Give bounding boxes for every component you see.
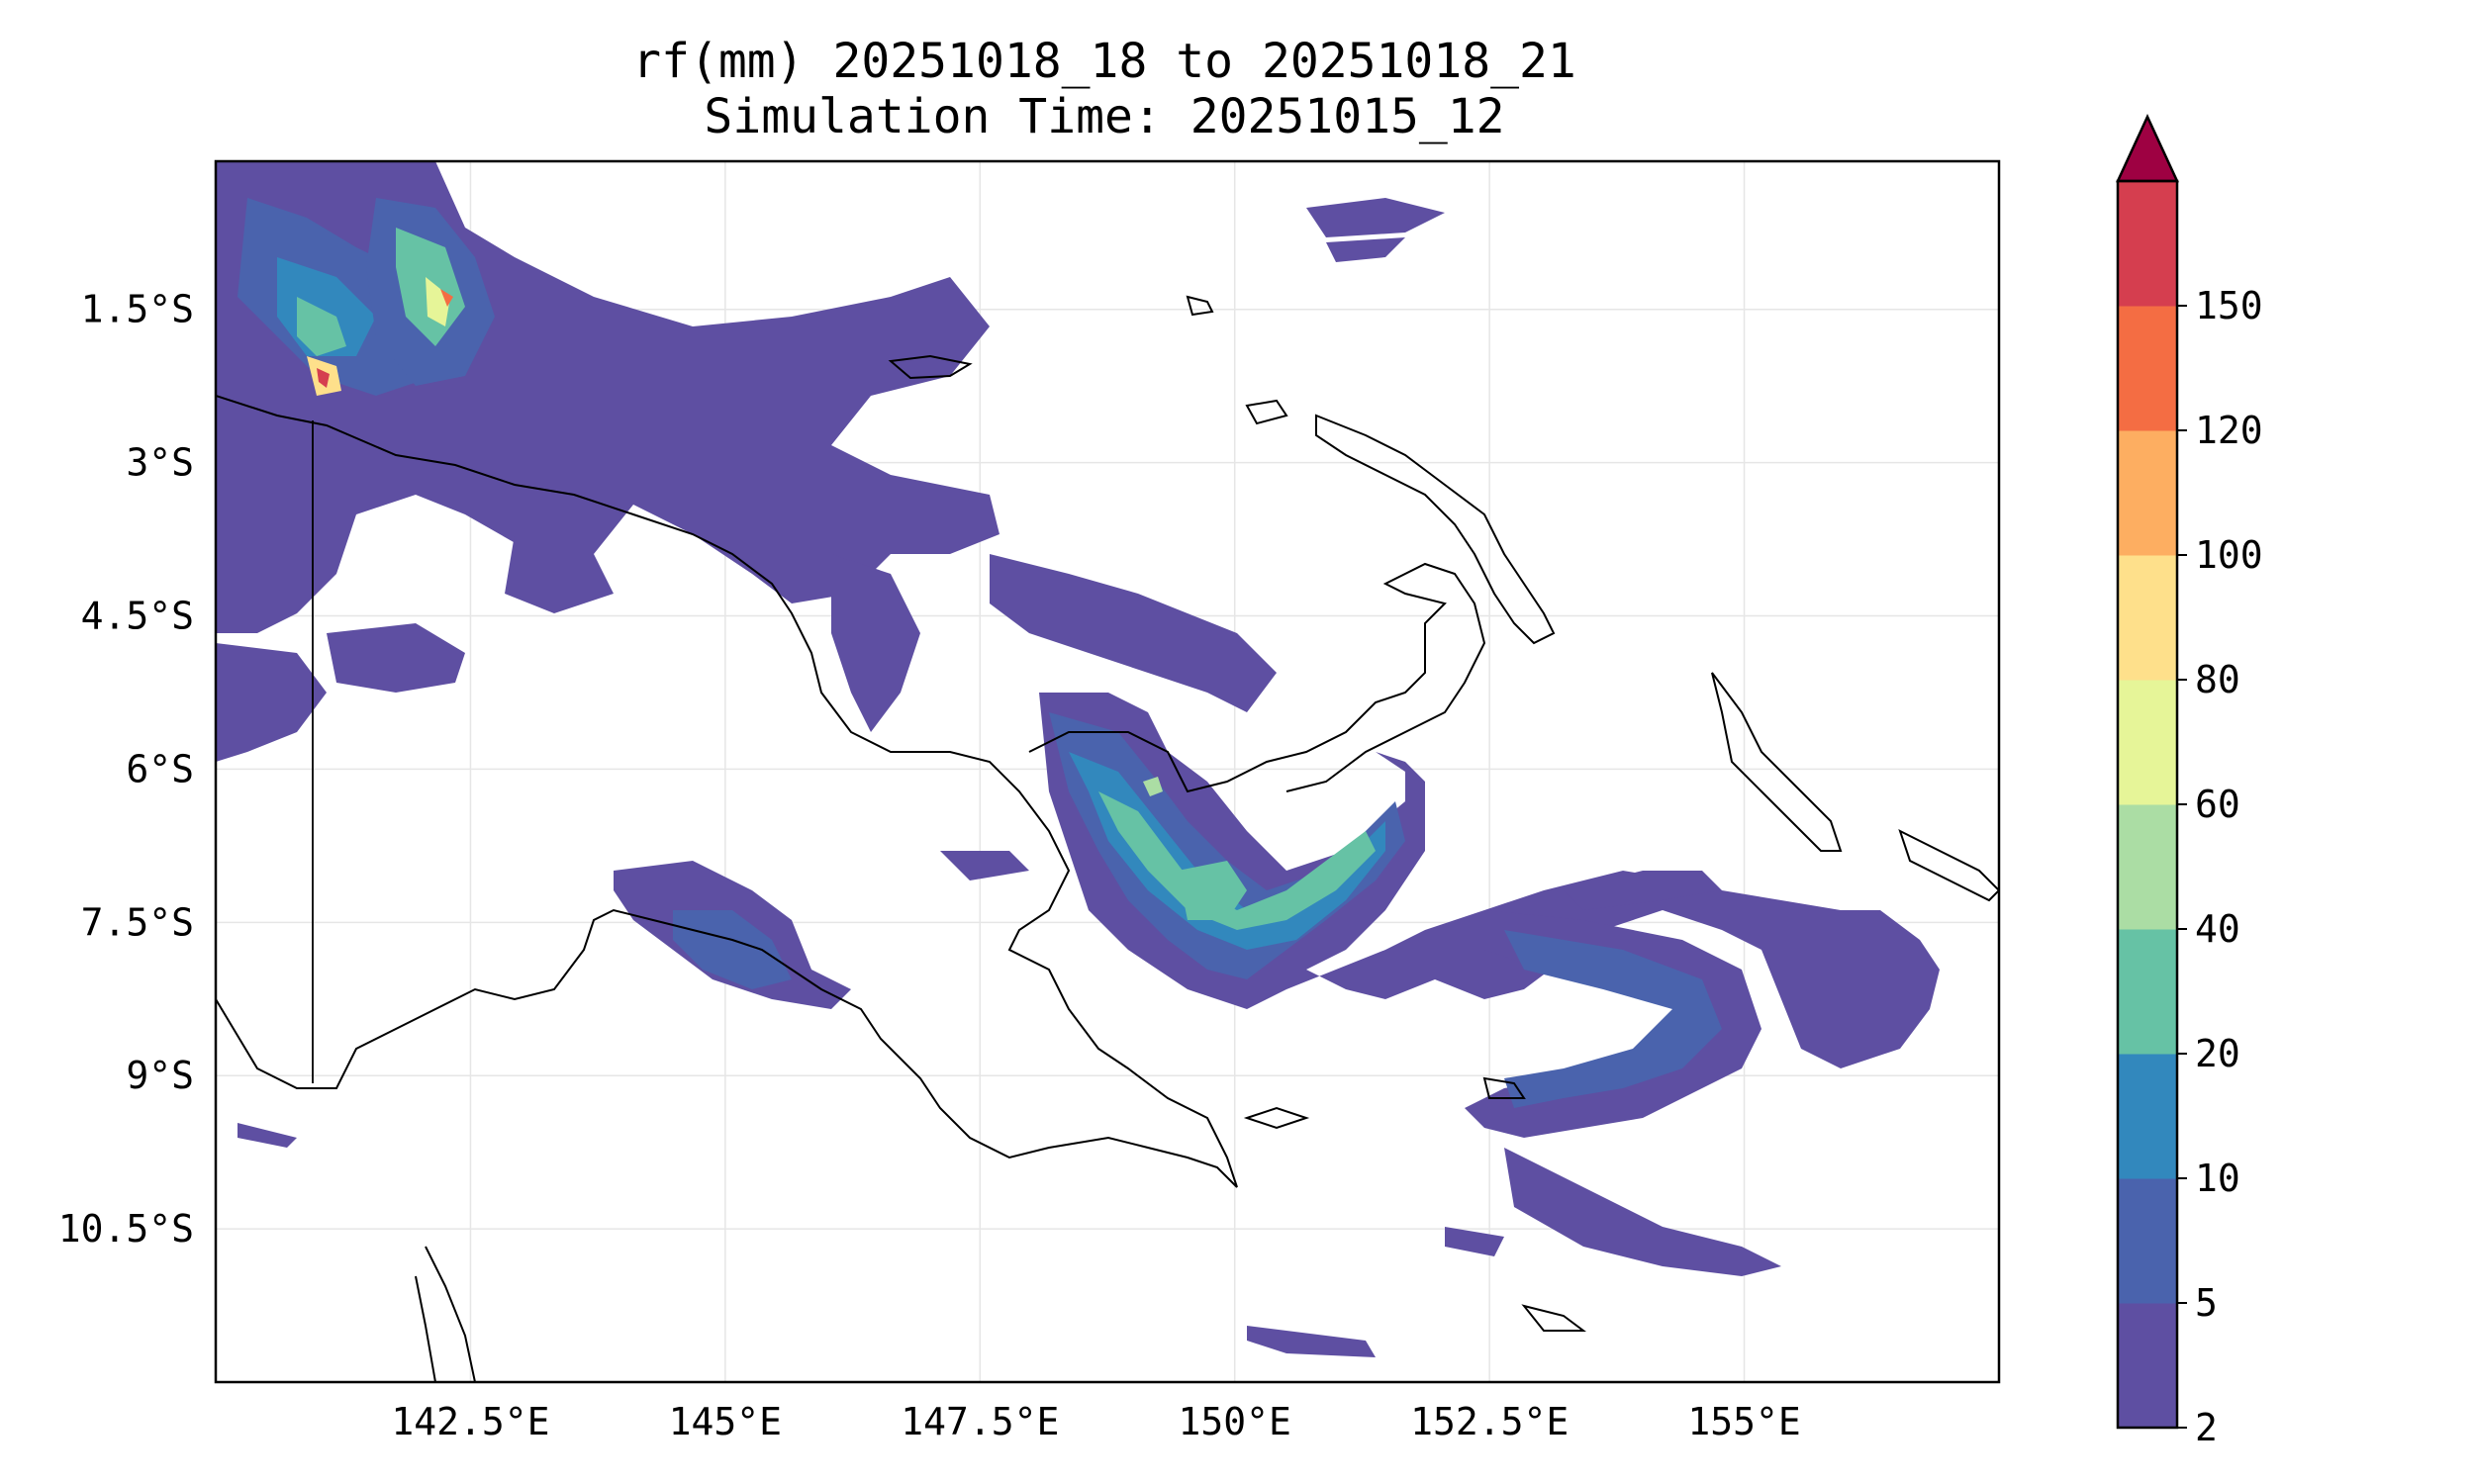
- rain-area: [1143, 777, 1163, 796]
- colorbar-segment: [2118, 1054, 2177, 1179]
- lat-tick-label: 9°S: [126, 1054, 194, 1097]
- colorbar-segment: [2118, 680, 2177, 805]
- coastline-manus: [888, 354, 973, 380]
- colorbar-tick-label: 100: [2195, 533, 2263, 577]
- lat-tick-label: 6°S: [126, 747, 194, 790]
- lon-tick-label: 155°E: [1687, 1400, 1800, 1443]
- colorbar-segment: [2118, 306, 2177, 431]
- colorbar-segment: [2118, 1303, 2177, 1429]
- coastline-huon: [1028, 562, 1486, 793]
- coastline-new-britain: [1315, 414, 1556, 645]
- rain-area: [216, 643, 327, 762]
- colorbar-tick-label: 80: [2195, 658, 2240, 701]
- lon-tick-label: 150°E: [1179, 1400, 1291, 1443]
- colorbar-tick-label: 150: [2195, 284, 2263, 327]
- rain-area: [317, 368, 330, 388]
- lat-tick-label: 1.5°S: [81, 288, 194, 331]
- rain-area: [1504, 1148, 1781, 1276]
- colorbar-segment: [2118, 555, 2177, 681]
- lat-tick-label: 3°S: [126, 441, 194, 485]
- coastlines: [216, 295, 1999, 1382]
- rain-area: [1445, 1227, 1504, 1256]
- map-title: rf(mm) 20251018_18 to 20251018_21: [632, 34, 1576, 89]
- rain-area: [1504, 930, 1722, 1108]
- rain-area: [1326, 237, 1405, 262]
- lon-tick-label: 147.5°E: [901, 1400, 1059, 1443]
- coastline-cape-york: [425, 1246, 476, 1382]
- longitude-labels: 142.5°E 145°E 147.5°E 150°E 152.5°E 155°E: [391, 1400, 1800, 1443]
- coastline-island: [1186, 295, 1214, 317]
- rain-area: [940, 851, 1029, 881]
- colorbar-segment: [2118, 804, 2177, 930]
- coastline-new-guinea: [216, 395, 1238, 1188]
- colorbar-tick-label: 10: [2195, 1157, 2240, 1200]
- rain-area: [1039, 693, 1940, 1068]
- lat-tick-label: 4.5°S: [81, 595, 194, 638]
- rain-area: [327, 623, 465, 693]
- colorbar: 2 5 10 20 40 60 80 100 120 150: [2116, 114, 2263, 1449]
- lon-tick-label: 152.5°E: [1410, 1400, 1569, 1443]
- rain-area: [297, 297, 346, 356]
- colorbar-tick-label: 20: [2195, 1032, 2240, 1075]
- colorbar-segment: [2118, 1178, 2177, 1304]
- colorbar-tick-label: 40: [2195, 907, 2240, 951]
- coastline-cape-york: [415, 1275, 436, 1382]
- rainfall-field: [216, 161, 1940, 1357]
- colorbar-tick-label: 5: [2195, 1281, 2218, 1325]
- colorbar-tick-label: 2: [2195, 1406, 2218, 1449]
- latitude-labels: 1.5°S 3°S 4.5°S 6°S 7.5°S 9°S 10.5°S: [58, 288, 194, 1251]
- rain-area: [990, 554, 1277, 712]
- lon-tick-label: 142.5°E: [391, 1400, 549, 1443]
- rain-area: [440, 289, 453, 307]
- colorbar-extend-max: [2116, 114, 2179, 183]
- rain-area: [1306, 198, 1445, 237]
- rain-area: [426, 277, 450, 326]
- colorbar-segment: [2118, 181, 2177, 307]
- rain-area: [673, 910, 792, 989]
- coastline-island: [1482, 1076, 1526, 1099]
- colorbar-segment: [2118, 430, 2177, 556]
- lat-tick-label: 10.5°S: [58, 1207, 194, 1251]
- plot-frame: [214, 159, 2001, 1384]
- rain-area: [1098, 791, 1376, 930]
- colorbar-tick-label: 120: [2195, 409, 2263, 452]
- rain-area: [505, 534, 614, 613]
- rain-area: [238, 1123, 297, 1148]
- colorbar-segment: [2118, 929, 2177, 1055]
- lat-tick-label: 7.5°S: [81, 900, 194, 944]
- rain-area: [831, 554, 920, 732]
- rain-area: [216, 161, 999, 633]
- lon-tick-label: 145°E: [669, 1400, 782, 1443]
- rain-area: [1178, 861, 1247, 920]
- coastline-solomons: [1898, 829, 1999, 902]
- coastline-bougainville: [1711, 672, 1843, 852]
- coastline-island: [1245, 399, 1288, 425]
- rain-area: [1247, 1326, 1376, 1357]
- coastline-island: [1521, 1304, 1586, 1332]
- coastline-island: [1243, 1106, 1310, 1130]
- colorbar-tick-label: 60: [2195, 783, 2240, 826]
- rain-area: [1564, 871, 1722, 910]
- map-subtitle: Simulation Time: 20251015_12: [704, 89, 1505, 144]
